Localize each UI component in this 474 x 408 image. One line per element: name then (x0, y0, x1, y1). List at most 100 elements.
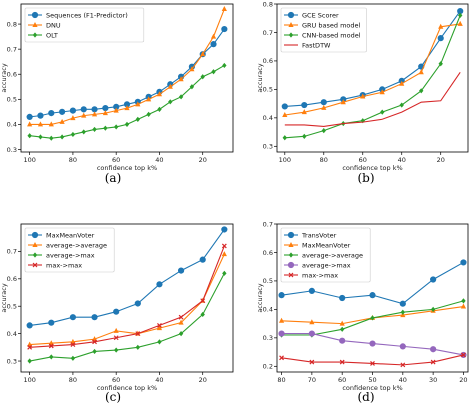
series-4 (278, 330, 467, 359)
y-tick-label: 0.4 (7, 330, 17, 338)
y-axis-label: accuracy (256, 283, 264, 312)
legend-label: OLT (46, 31, 58, 39)
y-tick-label: 0.6 (7, 71, 17, 79)
x-tick-label: 30 (429, 376, 437, 384)
legend-marker (287, 11, 295, 19)
y-axis-label: accuracy (256, 63, 264, 92)
data-point (59, 134, 65, 140)
data-point (113, 335, 119, 341)
data-point (221, 251, 227, 257)
data-point (221, 6, 227, 12)
data-point (399, 102, 404, 108)
data-point (200, 74, 205, 80)
data-point (369, 340, 376, 347)
x-tick-label: 80 (277, 376, 285, 384)
legend-label: Sequences (F1-Predictor) (46, 11, 128, 19)
data-point (69, 107, 77, 114)
legend-box (24, 227, 115, 273)
x-tick-label: 100 (23, 376, 35, 384)
data-point (360, 93, 366, 99)
data-point (70, 342, 76, 348)
data-point (210, 41, 217, 48)
data-point (27, 133, 32, 139)
data-point (134, 300, 141, 307)
data-point (458, 12, 463, 18)
legend-label: GCE Scorer (302, 11, 339, 19)
data-point (49, 135, 54, 141)
legend-label: DNU (46, 21, 61, 29)
data-point (26, 322, 33, 329)
legend-box (280, 227, 371, 283)
legend-marker (32, 262, 38, 268)
data-point (437, 35, 444, 42)
data-point (37, 112, 44, 119)
data-point (48, 319, 55, 326)
data-point (80, 106, 87, 113)
panel-caption: (b) (357, 171, 374, 185)
data-point (438, 61, 443, 67)
legend-marker (288, 252, 294, 258)
data-point (135, 101, 141, 107)
data-point (113, 327, 119, 333)
data-point (308, 287, 315, 294)
data-point (279, 355, 284, 361)
legend-label: max->max (46, 261, 82, 269)
data-point (70, 131, 76, 138)
x-tick-label: 40 (155, 156, 163, 164)
data-point (26, 113, 33, 120)
data-point (167, 83, 173, 89)
x-axis-label: confidence top k% (342, 164, 402, 172)
data-point (320, 99, 327, 106)
series-2 (282, 20, 463, 117)
data-point (400, 362, 406, 368)
data-point (135, 116, 141, 122)
data-point (59, 118, 65, 124)
data-point (370, 315, 375, 321)
data-point (399, 343, 406, 350)
plot-frame (276, 3, 469, 153)
y-tick-label: 0.6 (263, 249, 273, 257)
legend-marker (287, 231, 295, 239)
data-point (339, 294, 346, 302)
data-point (418, 69, 424, 75)
data-point (461, 298, 466, 304)
x-tick-label: 20 (199, 156, 207, 164)
data-point (221, 243, 227, 249)
data-point (92, 348, 97, 355)
x-tick-label: 40 (398, 156, 406, 164)
legend-marker (287, 261, 295, 269)
data-point (113, 347, 119, 353)
data-point (146, 111, 151, 117)
y-tick-label: 0.4 (7, 121, 17, 129)
series-5 (279, 352, 466, 368)
series-line (284, 71, 461, 127)
panel-caption: (c) (105, 390, 121, 404)
series-line (284, 10, 461, 108)
x-tick-label: 40 (399, 376, 407, 384)
data-point (102, 110, 108, 116)
x-tick-label: 20 (199, 376, 207, 384)
data-point (27, 358, 32, 364)
data-point (221, 25, 228, 33)
data-point (460, 259, 467, 266)
data-point (309, 319, 315, 325)
data-point (278, 317, 285, 323)
chart-panel-4: 0.2 0.3 0.4 0.5 0.6 0.7 80 70 60 50 40 30 20 confiden… (256, 220, 469, 404)
chart-panel-2: 0.3 0.4 0.5 0.6 0.7 0.8 100 80 60 40 20 confidence … (256, 0, 469, 185)
data-point (200, 298, 206, 304)
y-tick-label: 0.2 (263, 363, 273, 371)
data-point (178, 314, 184, 320)
data-point (340, 99, 346, 105)
data-point (321, 104, 327, 110)
legend-box (24, 7, 145, 43)
data-point (157, 106, 162, 112)
data-point (430, 276, 437, 283)
data-point (211, 69, 216, 75)
legend-label: FastDTW (302, 41, 331, 49)
x-tick-label: 80 (69, 376, 77, 384)
y-tick-label: 0.5 (263, 277, 273, 285)
x-axis-label: confidence top k% (342, 384, 402, 392)
chart-panel-3: 0.3 0.4 0.5 0.6 0.7 100 80 60 40 20 confidence top… (0, 223, 234, 404)
data-point (156, 325, 163, 331)
